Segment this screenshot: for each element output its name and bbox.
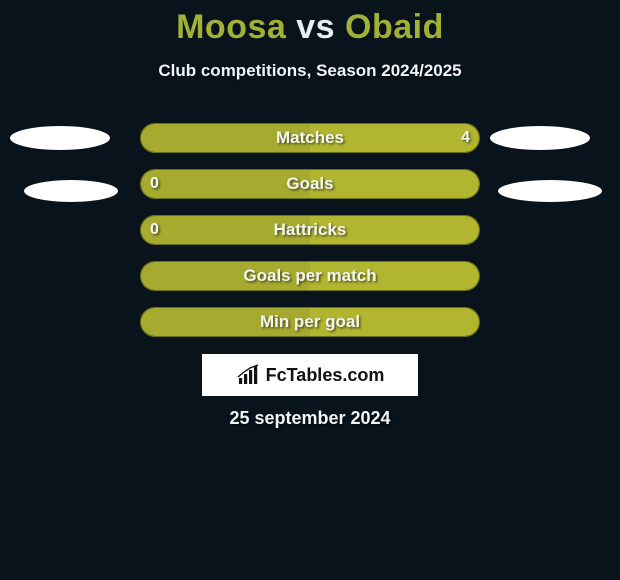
stat-row: Min per goal [0, 299, 620, 345]
comparison-infographic: Moosa vs Obaid Club competitions, Season… [0, 0, 620, 580]
stat-bar-right-fill [310, 262, 479, 290]
source-logo: FcTables.com [202, 354, 418, 396]
page-title: Moosa vs Obaid [0, 0, 620, 47]
stat-bar-right-fill [310, 308, 479, 336]
date-text: 25 september 2024 [0, 408, 620, 429]
stat-bar-right-fill [310, 216, 479, 244]
title-player-left: Moosa [176, 8, 286, 46]
stat-bar-right-fill [310, 124, 479, 152]
stat-bar [140, 123, 480, 153]
decorative-ellipse [490, 126, 590, 150]
stat-row: Goals per match [0, 253, 620, 299]
decorative-ellipse [10, 126, 110, 150]
stat-bar-left-fill [141, 308, 310, 336]
source-logo-text: FcTables.com [266, 365, 385, 386]
stat-bar [140, 169, 480, 199]
stat-value-right: 4 [461, 123, 470, 153]
decorative-ellipse [24, 180, 118, 202]
title-vs: vs [296, 8, 335, 46]
stat-value-left: 0 [150, 169, 159, 199]
stat-bar-left-fill [141, 124, 310, 152]
decorative-ellipse [498, 180, 602, 202]
stat-bar [140, 261, 480, 291]
stat-row: Hattricks0 [0, 207, 620, 253]
stat-bar-left-fill [141, 170, 310, 198]
stat-bar-right-fill [310, 170, 479, 198]
stat-bar [140, 215, 480, 245]
title-player-right: Obaid [345, 8, 444, 46]
subtitle: Club competitions, Season 2024/2025 [0, 61, 620, 81]
stat-value-left: 0 [150, 215, 159, 245]
stat-bar-left-fill [141, 216, 310, 244]
bar-chart-icon [236, 364, 262, 386]
stat-bar [140, 307, 480, 337]
stat-bar-left-fill [141, 262, 310, 290]
